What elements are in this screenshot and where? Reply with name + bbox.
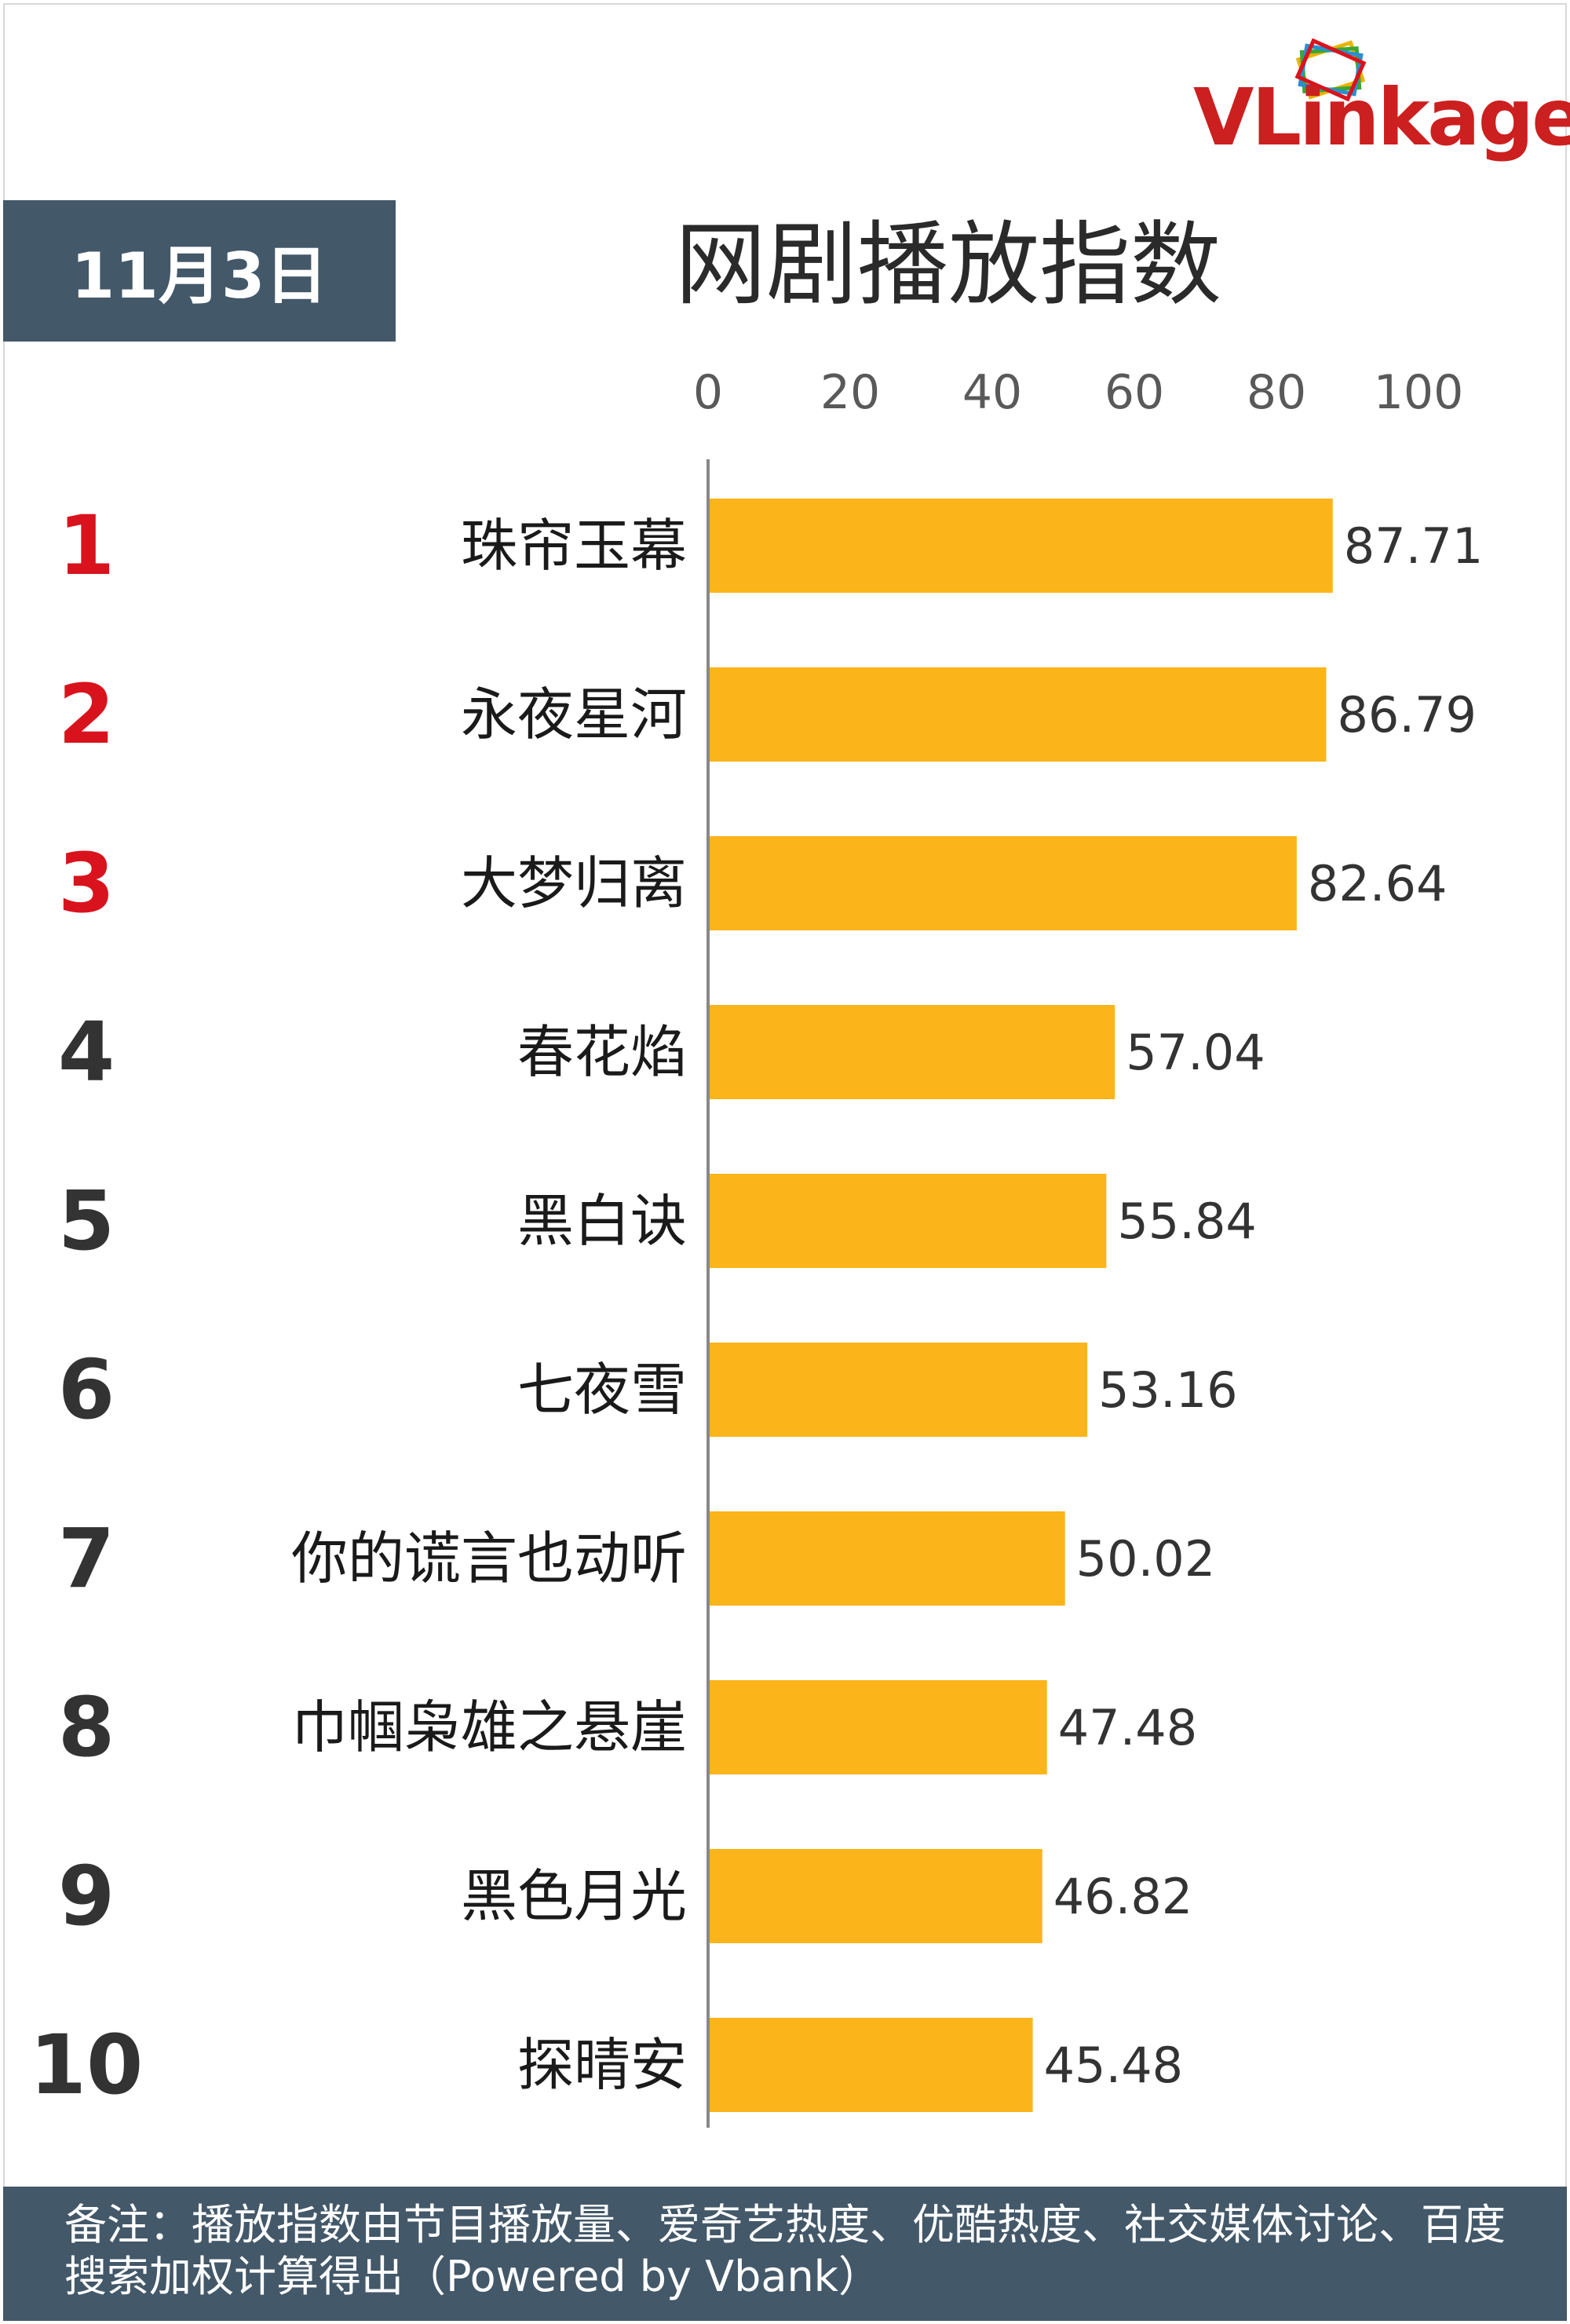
category-label: 巾帼枭雄之悬崖 <box>291 1694 687 1760</box>
category-label: 黑白诀 <box>517 1188 687 1254</box>
bar-chart: 0 20 40 60 80 100 1 珠帘玉幕 87.71 2 永夜星河 86.79 3 大梦归离 82.… <box>30 365 1484 2128</box>
x-tick-label: 20 <box>820 365 880 420</box>
category-label: 永夜星河 <box>461 681 687 747</box>
value-label: 82.64 <box>1308 855 1448 912</box>
rank-number: 10 <box>30 2017 144 2113</box>
logo-text: VLinkage <box>1193 71 1570 163</box>
bar <box>710 1680 1047 1774</box>
date-badge: 11月3日 <box>3 200 396 342</box>
bar <box>710 1849 1042 1943</box>
bar <box>710 836 1297 930</box>
x-tick-label: 100 <box>1374 365 1464 420</box>
category-label: 大梦归离 <box>461 850 687 916</box>
x-tick-label: 40 <box>962 365 1022 420</box>
value-label: 87.71 <box>1344 517 1484 575</box>
cards-logo-icon <box>1294 38 1367 102</box>
bar <box>710 1343 1088 1437</box>
value-label: 50.02 <box>1076 1530 1216 1588</box>
rank-number: 5 <box>58 1173 115 1269</box>
bar <box>710 1005 1115 1099</box>
rank-number: 7 <box>58 1511 115 1606</box>
category-label: 黑色月光 <box>461 1863 687 1929</box>
rank-number: 9 <box>58 1848 115 1944</box>
footer-note-box: 备注：播放指数由节目播放量、爱奇艺热度、优酷热度、社交媒体讨论、百度搜索加权计算… <box>3 2187 1567 2321</box>
rank-number: 4 <box>58 1004 115 1100</box>
category-label: 春花焰 <box>517 1019 687 1085</box>
value-label: 86.79 <box>1337 686 1477 744</box>
value-label: 47.48 <box>1058 1699 1198 1756</box>
bar <box>710 1511 1065 1606</box>
x-tick-label: 80 <box>1247 365 1306 420</box>
page-title: 网剧播放指数 <box>675 212 1221 318</box>
bar <box>710 667 1327 762</box>
rank-number: 6 <box>58 1342 115 1438</box>
value-label: 55.84 <box>1117 1193 1257 1250</box>
rank-number: 1 <box>58 498 115 594</box>
category-label: 珠帘玉幕 <box>461 513 687 579</box>
value-label: 57.04 <box>1126 1024 1265 1081</box>
value-label: 53.16 <box>1098 1361 1238 1419</box>
value-label: 45.48 <box>1044 2037 1184 2094</box>
bar <box>710 1174 1107 1268</box>
footer-note: 备注：播放指数由节目播放量、爱奇艺热度、优酷热度、社交媒体讨论、百度搜索加权计算… <box>64 2200 1506 2301</box>
category-label: 探晴安 <box>517 2032 687 2098</box>
category-label: 七夜雪 <box>517 1357 687 1423</box>
bar <box>710 2018 1033 2112</box>
bar <box>710 499 1333 593</box>
value-label: 46.82 <box>1053 1868 1193 1925</box>
date-text: 11月3日 <box>71 239 328 312</box>
category-label: 你的谎言也动听 <box>291 1526 687 1591</box>
x-tick-label: 0 <box>693 365 723 420</box>
x-tick-label: 60 <box>1104 365 1164 420</box>
rank-number: 3 <box>58 835 115 931</box>
rank-number: 8 <box>58 1679 115 1775</box>
rank-number: 2 <box>58 667 115 762</box>
vlinkage-logo: VLinkage <box>1193 31 1570 173</box>
